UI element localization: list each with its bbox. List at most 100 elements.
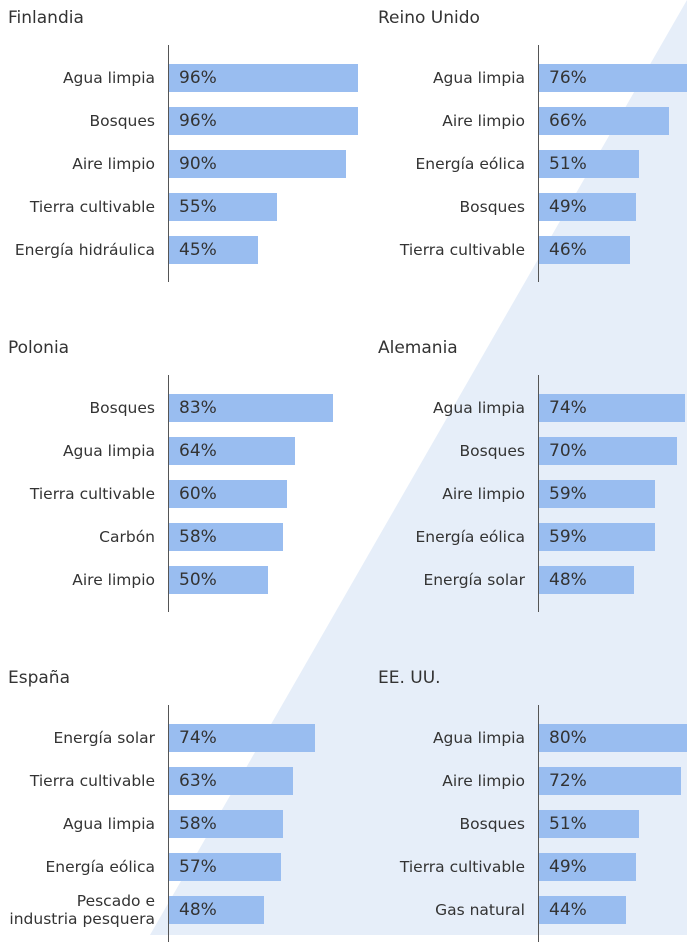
value-label: 76% xyxy=(549,68,587,88)
chart-title: Polonia xyxy=(8,338,70,358)
category-text: Agua limpia xyxy=(62,442,155,460)
category-text: Bosques xyxy=(89,112,155,130)
value-label: 64% xyxy=(179,441,217,461)
category-label: Aire limpio xyxy=(375,101,525,141)
category-label: Tierra cultivable xyxy=(5,761,155,801)
category-label: Gas natural xyxy=(375,890,525,930)
category-text: Aire limpio xyxy=(72,571,155,589)
bar xyxy=(169,480,288,508)
value-label: 58% xyxy=(179,814,217,834)
value-label: 48% xyxy=(549,570,587,590)
category-label: Energía solar xyxy=(5,718,155,758)
category-text: Tierra cultivable xyxy=(29,485,155,503)
category-label: Agua limpia xyxy=(5,804,155,844)
bar xyxy=(169,566,268,594)
category-text: Aire limpio xyxy=(72,155,155,173)
category-label: Bosques xyxy=(5,388,155,428)
category-label: Bosques xyxy=(5,101,155,141)
category-label: Bosques xyxy=(375,804,525,844)
bar xyxy=(169,853,282,881)
value-label: 46% xyxy=(549,240,587,260)
bar xyxy=(539,107,670,135)
value-label: 51% xyxy=(549,814,587,834)
category-text: Aire limpio xyxy=(442,485,525,503)
value-label: 83% xyxy=(179,398,217,418)
category-label: Tierra cultivable xyxy=(375,230,525,270)
category-text: Energía solar xyxy=(423,571,525,589)
background-shape xyxy=(150,0,687,935)
bar xyxy=(169,767,294,795)
axis-line xyxy=(168,705,169,942)
axis-line xyxy=(168,45,169,282)
category-label: Aire limpio xyxy=(5,144,155,184)
category-text: Carbón xyxy=(99,528,155,546)
category-text: Tierra cultivable xyxy=(399,241,525,259)
bar xyxy=(169,236,258,264)
category-text: Agua limpia xyxy=(432,729,525,747)
value-label: 90% xyxy=(179,154,217,174)
value-label: 55% xyxy=(179,197,217,217)
category-text: Bosques xyxy=(459,815,525,833)
category-text: Bosques xyxy=(459,198,525,216)
bar xyxy=(169,150,347,178)
value-label: 66% xyxy=(549,111,587,131)
bar xyxy=(539,566,634,594)
category-text: Pescado e industria pesquera xyxy=(9,892,155,928)
bar xyxy=(539,150,640,178)
bar xyxy=(539,64,687,92)
bar xyxy=(539,437,677,465)
value-label: 80% xyxy=(549,728,587,748)
category-text: Bosques xyxy=(459,442,525,460)
bar xyxy=(539,480,656,508)
bar xyxy=(169,193,278,221)
category-label: Energía solar xyxy=(375,560,525,600)
bar xyxy=(539,810,640,838)
category-text: Bosques xyxy=(89,399,155,417)
value-label: 45% xyxy=(179,240,217,260)
category-label: Tierra cultivable xyxy=(5,187,155,227)
value-label: 70% xyxy=(549,441,587,461)
chart-title: EE. UU. xyxy=(378,668,441,688)
category-label: Bosques xyxy=(375,431,525,471)
bar xyxy=(539,724,687,752)
value-label: 59% xyxy=(549,484,587,504)
value-label: 60% xyxy=(179,484,217,504)
value-label: 74% xyxy=(179,728,217,748)
axis-line xyxy=(538,45,539,282)
category-text: Aire limpio xyxy=(442,772,525,790)
category-label: Agua limpia xyxy=(375,718,525,758)
bar xyxy=(169,810,284,838)
category-label: Carbón xyxy=(5,517,155,557)
category-label: Energía eólica xyxy=(375,144,525,184)
bar xyxy=(169,394,333,422)
category-text: Energía solar xyxy=(53,729,155,747)
axis-line xyxy=(168,375,169,612)
category-text: Energía eólica xyxy=(415,528,525,546)
bar xyxy=(539,767,681,795)
category-label: Tierra cultivable xyxy=(5,474,155,514)
bar xyxy=(539,394,685,422)
category-text: Aire limpio xyxy=(442,112,525,130)
bar xyxy=(539,853,636,881)
category-label: Aire limpio xyxy=(375,761,525,801)
category-label: Agua limpia xyxy=(375,388,525,428)
value-label: 72% xyxy=(549,771,587,791)
value-label: 59% xyxy=(549,527,587,547)
category-label: Agua limpia xyxy=(5,58,155,98)
value-label: 50% xyxy=(179,570,217,590)
value-label: 49% xyxy=(549,197,587,217)
category-text: Gas natural xyxy=(435,901,525,919)
category-text: Tierra cultivable xyxy=(29,198,155,216)
chart-title: Reino Unido xyxy=(378,8,480,28)
bar xyxy=(169,523,284,551)
bar xyxy=(169,896,264,924)
value-label: 48% xyxy=(179,900,217,920)
value-label: 51% xyxy=(549,154,587,174)
axis-line xyxy=(538,375,539,612)
bar xyxy=(539,236,630,264)
category-text: Agua limpia xyxy=(432,69,525,87)
category-label: Aire limpio xyxy=(375,474,525,514)
value-label: 74% xyxy=(549,398,587,418)
bar xyxy=(169,107,359,135)
